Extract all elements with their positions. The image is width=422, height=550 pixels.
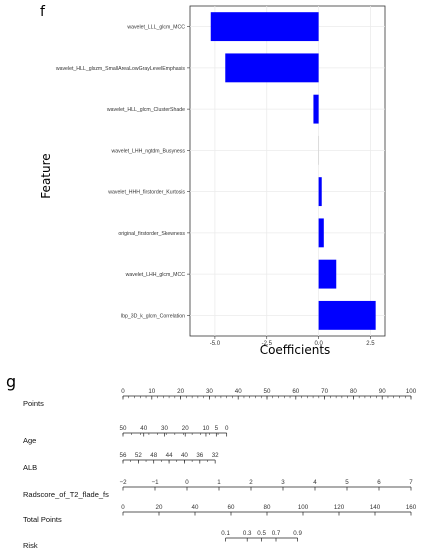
nomogram-row-label: Risk — [23, 541, 38, 550]
tick-label: −2 — [119, 479, 127, 486]
panel-label-g: g — [6, 372, 16, 391]
tick-label: 90 — [379, 388, 386, 395]
tick-label: 20 — [156, 504, 163, 511]
tick-label: 0.1 — [221, 530, 230, 537]
tick-label: 30 — [161, 425, 168, 432]
tick-label: 5 — [345, 479, 349, 486]
tick-label: 40 — [192, 504, 199, 511]
tick-label: 120 — [334, 504, 345, 511]
bar — [318, 135, 320, 165]
tick-label: 48 — [150, 452, 157, 459]
tick-label: 44 — [166, 452, 173, 459]
feature-label: wavelet_HHH_firstorder_Kurtosis — [108, 190, 185, 196]
tick-label: 4 — [313, 479, 317, 486]
tick-label: 3 — [281, 479, 285, 486]
feature-labels: wavelet_LLL_glcm_MCC wavelet_HLL_glszm_Sm… — [56, 25, 190, 319]
x-tick-label: 0.0 — [314, 341, 323, 347]
tick-label: 36 — [196, 452, 203, 459]
tick-label: 52 — [135, 452, 142, 459]
feature-label: original_firstorder_Skewness — [118, 231, 185, 237]
tick-label: 60 — [292, 388, 299, 395]
tick-label: 5 — [215, 425, 219, 432]
tick-label: 140 — [370, 504, 381, 511]
tick-label: 32 — [212, 452, 219, 459]
nomogram-row-label: Age — [23, 436, 36, 445]
tick-label: 0.5 — [257, 530, 266, 537]
tick-label: 7 — [409, 479, 413, 486]
tick-label: 70 — [321, 388, 328, 395]
tick-label: 1 — [217, 479, 221, 486]
nomogram-row-label: ALB — [23, 463, 37, 472]
feature-label: lbp_3D_k_glcm_Correlation — [121, 313, 185, 319]
tick-label: 20 — [182, 425, 189, 432]
tick-label: 0 — [121, 388, 125, 395]
tick-label: 60 — [228, 504, 235, 511]
panel-label-f: f — [40, 4, 46, 20]
tick-label: 160 — [406, 504, 417, 511]
tick-label: 50 — [120, 425, 127, 432]
tick-label: 2 — [249, 479, 253, 486]
tick-label: 0.7 — [272, 530, 281, 537]
feature-label: wavelet_LHH_ngtdm_Busyness — [111, 148, 185, 154]
tick-label: 0.9 — [293, 530, 302, 537]
x-tick-label: 2.5 — [366, 341, 375, 347]
tick-label: 30 — [206, 388, 213, 395]
y-axis-title: Feature — [39, 153, 53, 198]
bar — [210, 12, 319, 42]
tick-label: 10 — [148, 388, 155, 395]
nomogram-row-label: Radscore_of_T2_flade_fs — [23, 490, 109, 499]
bar — [318, 300, 376, 330]
tick-label: 40 — [181, 452, 188, 459]
tick-label: 0 — [121, 504, 125, 511]
tick-label: 50 — [264, 388, 271, 395]
x-tick-label: -5.0 — [210, 341, 221, 347]
feature-label: wavelet_HLL_glcm_ClusterShade — [107, 107, 185, 113]
tick-label: 6 — [377, 479, 381, 486]
bar — [318, 259, 337, 289]
tick-label: 0 — [185, 479, 189, 486]
feature-label: wavelet_LLL_glcm_MCC — [127, 25, 185, 31]
bar — [318, 177, 322, 207]
tick-label: 80 — [350, 388, 357, 395]
x-tick-labels: -5.0 -2.5 0.0 2.5 — [210, 336, 375, 347]
feature-label: wavelet_LHH_glcm_MCC — [126, 272, 186, 278]
x-axis-title: Coefficients — [260, 343, 331, 357]
tick-label: 0 — [225, 425, 229, 432]
x-tick-label: -2.5 — [262, 341, 273, 347]
bar-group — [210, 12, 376, 330]
tick-label: 10 — [202, 425, 209, 432]
bar — [225, 53, 319, 83]
tick-label: −1 — [151, 479, 159, 486]
bar — [313, 94, 319, 124]
nomogram-row-label: Points — [23, 399, 44, 408]
tick-label: 40 — [235, 388, 242, 395]
tick-label: 100 — [406, 388, 417, 395]
tick-label: 20 — [177, 388, 184, 395]
tick-label: 100 — [298, 504, 309, 511]
tick-label: 56 — [120, 452, 127, 459]
nomogram-row-label: Total Points — [23, 515, 62, 524]
tick-label: 80 — [264, 504, 271, 511]
feature-label: wavelet_HLL_glszm_SmallAreaLowGrayLevelE… — [56, 66, 186, 72]
tick-label: 40 — [140, 425, 147, 432]
tick-label: 0.3 — [243, 530, 252, 537]
bar — [318, 218, 324, 248]
